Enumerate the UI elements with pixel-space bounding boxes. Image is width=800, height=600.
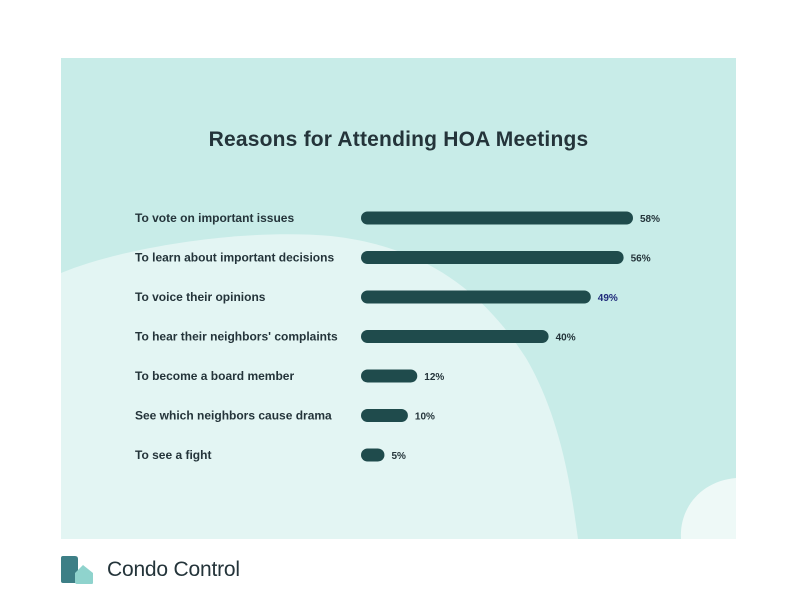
bar — [361, 448, 385, 462]
value-label: 56% — [631, 254, 651, 265]
value-label: 5% — [391, 451, 406, 462]
category-label: To see a fight — [135, 448, 211, 462]
background-shapes — [61, 234, 736, 539]
bar-chart: To vote on important issues 58% To learn a… — [135, 211, 660, 462]
chart-title: Reasons for Attending HOA Meetings — [208, 128, 589, 151]
value-label: 40% — [556, 333, 576, 344]
category-label: To hear their neighbors' complaints — [135, 330, 338, 344]
category-label: To vote on important issues — [135, 211, 294, 225]
value-label: 58% — [640, 214, 660, 225]
house-tiles-icon — [61, 556, 93, 584]
category-label: To learn about important decisions — [135, 251, 334, 265]
bar — [361, 409, 408, 422]
category-label: To become a board member — [135, 369, 294, 383]
bar — [361, 290, 591, 304]
brand-name: Condo Control — [107, 558, 240, 581]
brand-logo: Condo Control — [61, 556, 281, 586]
value-label: 10% — [415, 412, 435, 423]
category-label: To voice their opinions — [135, 290, 266, 304]
chart-card: Reasons for Attending HOA Meetings To vo… — [61, 58, 736, 539]
value-label: 12% — [424, 372, 444, 383]
bar — [361, 369, 418, 383]
bar — [361, 330, 549, 343]
bar — [361, 251, 624, 264]
value-label: 49% — [598, 293, 618, 304]
bar — [361, 211, 633, 225]
category-label: See which neighbors cause drama — [135, 409, 332, 423]
